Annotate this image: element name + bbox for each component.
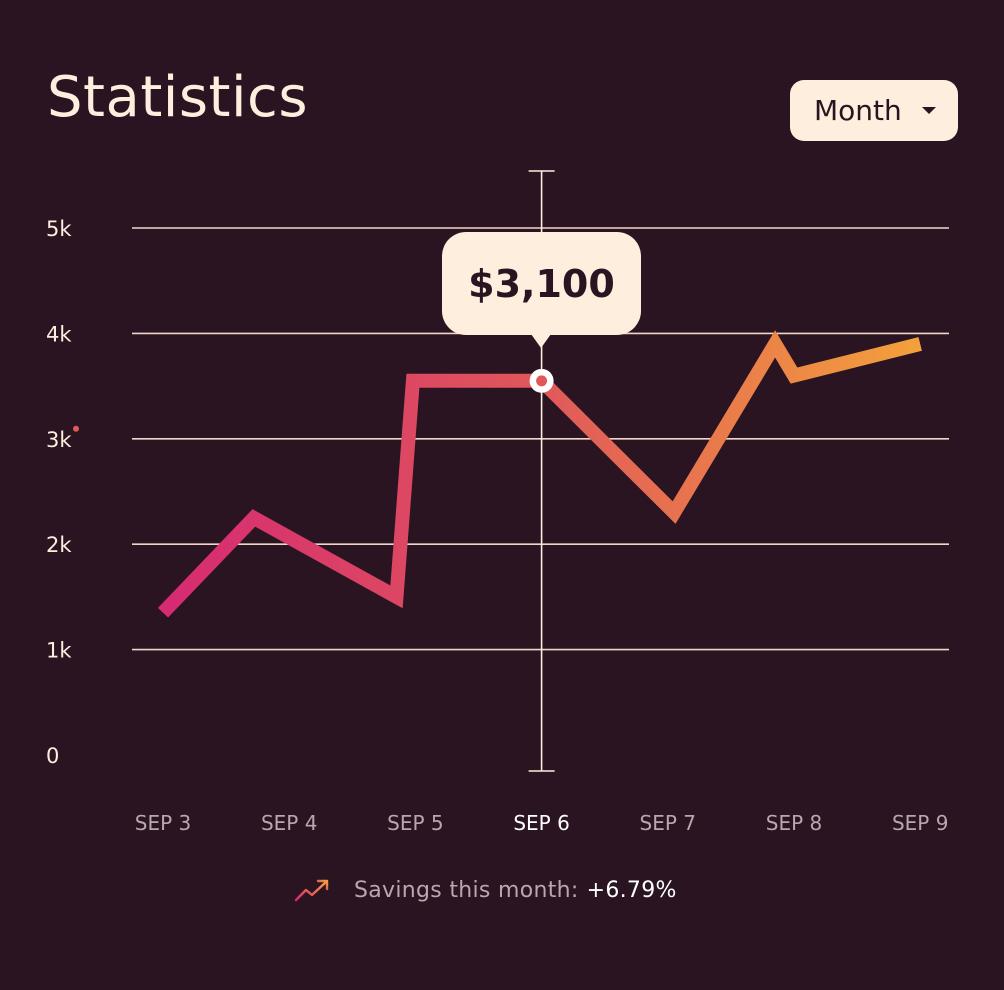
tooltip-value: $3,100 bbox=[468, 261, 615, 306]
x-tick-label: SEP 6 bbox=[513, 811, 569, 835]
line-chart: 0 1k 2k 3k 4k 5k SEP 3 SEP 4 SEP 5 SEP 6 SEP 7 SEP… bbox=[46, 170, 949, 835]
x-tick-label: SEP 3 bbox=[135, 811, 191, 835]
x-tick-label: SEP 8 bbox=[766, 811, 822, 835]
savings-summary: Savings this month: +6.79% bbox=[294, 872, 677, 908]
savings-label: Savings this month: bbox=[354, 877, 579, 903]
x-tick-label: SEP 5 bbox=[387, 811, 443, 835]
x-tick-label: SEP 4 bbox=[261, 811, 317, 835]
x-tick-label: SEP 9 bbox=[892, 811, 948, 835]
y-tick-label: 3k bbox=[46, 428, 72, 452]
tooltip-pointer bbox=[531, 334, 551, 348]
y-tick-label: 4k bbox=[46, 322, 72, 346]
page-title: Statistics bbox=[47, 65, 308, 130]
savings-value: +6.79% bbox=[586, 877, 677, 903]
period-dropdown-label: Month bbox=[814, 94, 902, 127]
caret-down-icon bbox=[922, 107, 936, 114]
trending-up-icon bbox=[294, 879, 329, 902]
y-tick-label: 2k bbox=[46, 533, 72, 557]
y-tick-label: 0 bbox=[46, 744, 59, 768]
accent-dot bbox=[73, 425, 79, 432]
value-tooltip: $3,100 bbox=[442, 232, 641, 348]
highlight-point bbox=[536, 375, 548, 387]
y-tick-label: 5k bbox=[46, 217, 72, 241]
y-tick-label: 1k bbox=[46, 639, 72, 663]
period-dropdown[interactable]: Month bbox=[790, 80, 958, 141]
x-tick-label: SEP 7 bbox=[640, 811, 696, 835]
